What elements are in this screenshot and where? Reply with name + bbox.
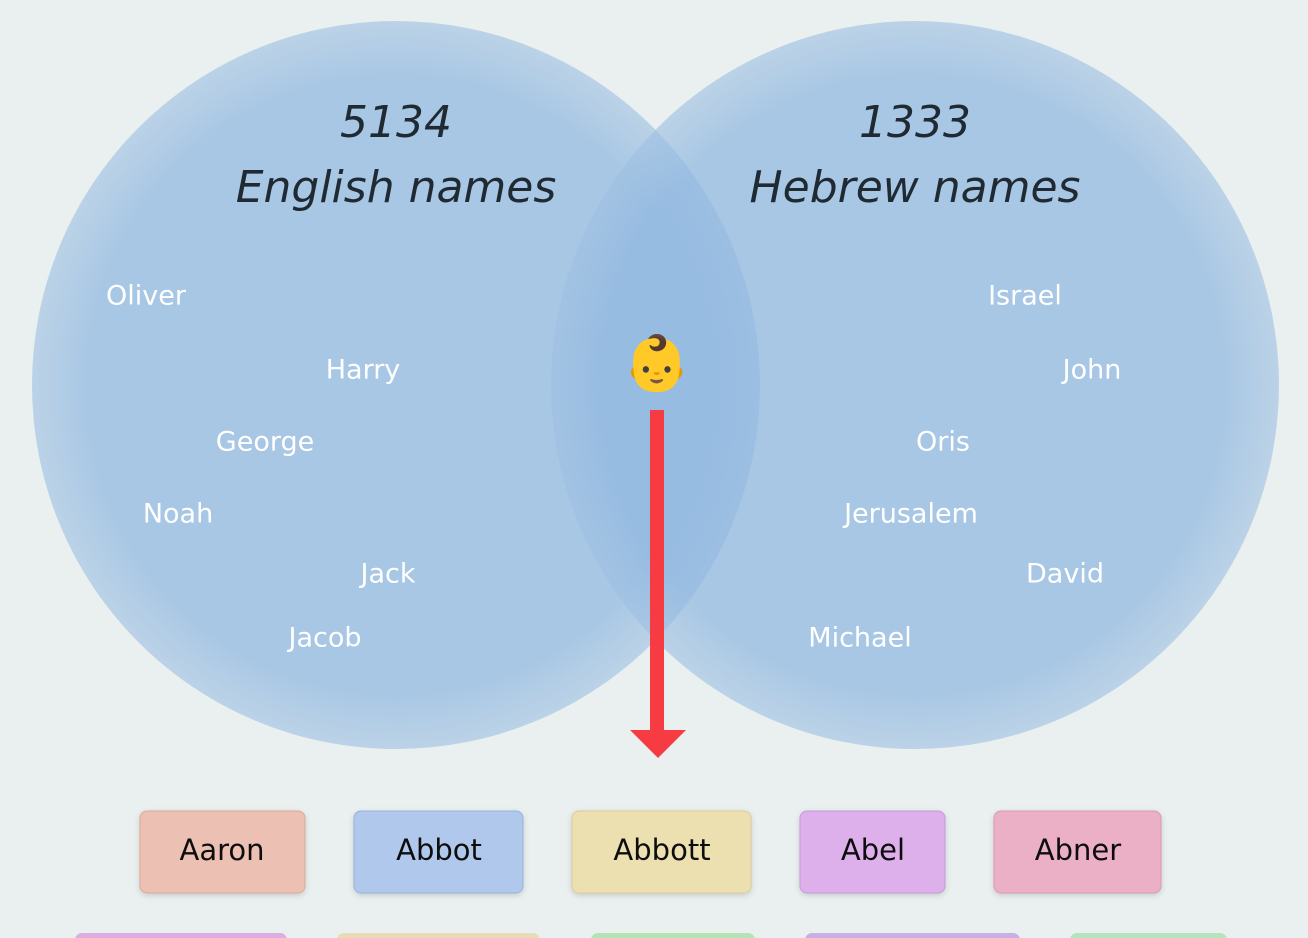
button-bg	[353, 810, 524, 894]
arrow-head	[630, 730, 686, 758]
name: Michael	[808, 623, 911, 654]
name: Noah	[143, 499, 213, 530]
button-bg[interactable]	[805, 933, 1020, 938]
next-row	[75, 933, 1227, 938]
english-circle	[32, 21, 760, 749]
name: Jacob	[286, 623, 361, 654]
baby-emoji: 👶	[623, 332, 690, 395]
button-label: Aaron	[179, 833, 264, 867]
arrow	[630, 410, 686, 758]
name: Harry	[326, 355, 401, 386]
english-label: English names	[236, 162, 557, 213]
button-label: Abbot	[396, 833, 482, 867]
button-bg	[799, 810, 946, 894]
name: Jerusalem	[842, 499, 978, 530]
hebrew-circle	[551, 21, 1279, 749]
name: Oliver	[106, 281, 187, 312]
name: George	[216, 427, 314, 458]
button-bg	[139, 810, 306, 894]
english-count: 5134	[340, 97, 452, 148]
name-button[interactable]: Aaron	[139, 810, 306, 894]
name: Israel	[988, 281, 1062, 312]
arrow-shaft	[650, 410, 664, 732]
button-bg[interactable]	[337, 933, 540, 938]
name-button[interactable]: Abel	[799, 810, 946, 894]
hebrew-label: Hebrew names	[750, 162, 1081, 213]
button-label: Abbott	[613, 833, 710, 867]
button-bg	[571, 810, 752, 894]
name: David	[1026, 559, 1104, 590]
name-button[interactable]: Abbot	[353, 810, 524, 894]
button-bg[interactable]	[1070, 933, 1227, 938]
name: Oris	[916, 427, 970, 458]
button-bg[interactable]	[75, 933, 287, 938]
name-button[interactable]: Abbott	[571, 810, 752, 894]
button-label: Abner	[1035, 833, 1121, 867]
name: Jack	[359, 559, 416, 590]
button-bg	[993, 810, 1162, 894]
button-bg[interactable]	[591, 933, 755, 938]
name-button[interactable]: Abner	[993, 810, 1162, 894]
button-label: Abel	[841, 833, 905, 867]
hebrew-count: 1333	[859, 97, 971, 148]
name: John	[1061, 355, 1122, 386]
